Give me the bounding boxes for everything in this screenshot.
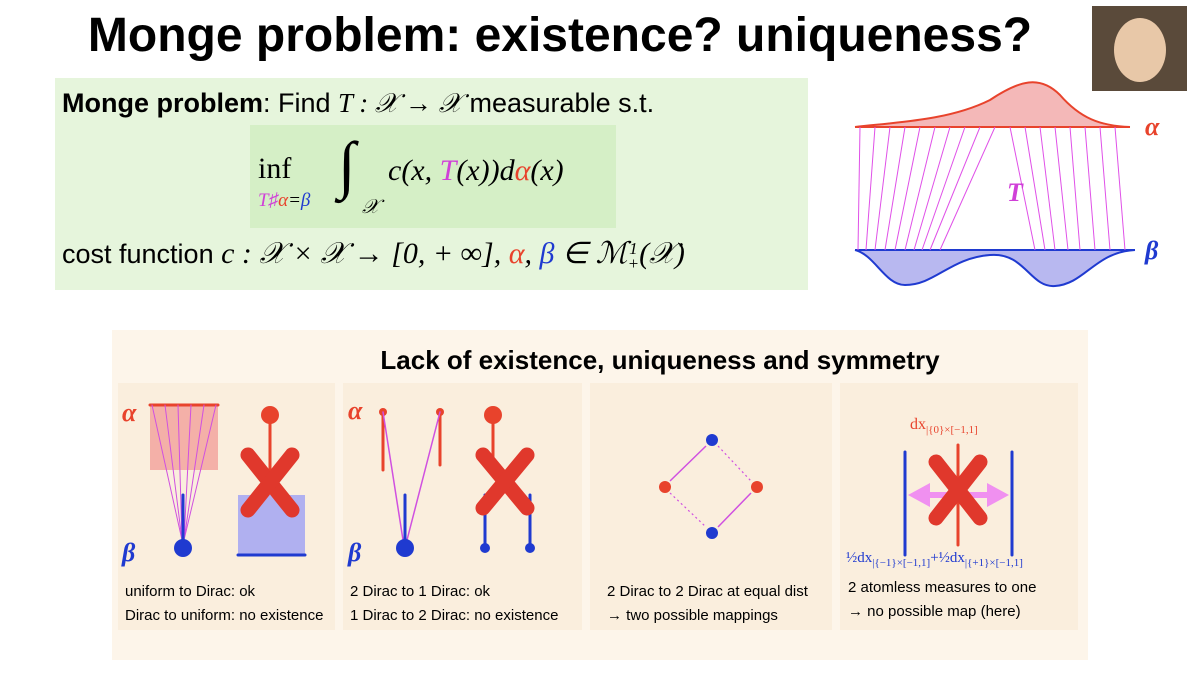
- math-label: ½dx|{−1}×[−1,1]+½dx|{+1}×[−1,1]: [846, 550, 1023, 569]
- caption: uniform to Dirac: ok Dirac to uniform: no…: [125, 580, 323, 628]
- math: =: [288, 190, 301, 211]
- transport-line: [1114, 126, 1126, 251]
- transport-line: [1024, 126, 1046, 251]
- math: +: [627, 253, 640, 273]
- transport-line: [884, 126, 906, 251]
- transport-line: [857, 126, 861, 251]
- math: ,: [524, 237, 540, 270]
- beta-label: β: [348, 538, 362, 567]
- alpha-label: α: [348, 396, 363, 425]
- transport-line: [1069, 126, 1081, 251]
- math: (x))d: [456, 154, 515, 187]
- math: dx: [910, 416, 926, 433]
- math: T♯: [258, 190, 279, 211]
- text: : Find: [263, 88, 339, 118]
- math: |{−1}×[−1,1]: [872, 557, 931, 569]
- transport-line: [1084, 126, 1096, 251]
- cost-line: cost function c : 𝒳 × 𝒳 → [0, + ∞], α, β…: [62, 236, 685, 273]
- portrait-face: [1114, 18, 1166, 82]
- uniform: [150, 405, 218, 470]
- math-label: dx|{0}×[−1,1]: [910, 416, 978, 436]
- formula-box: [250, 125, 616, 228]
- section-title: Lack of existence, uniqueness and symmet…: [380, 345, 940, 375]
- definition-line: Monge problem: Find T : 𝒳 → 𝒳 measurable…: [62, 88, 654, 120]
- transport-line: [874, 126, 891, 251]
- panel-4-drawing: [903, 443, 1014, 557]
- alpha-label: α: [1145, 112, 1160, 141]
- beta-curve: [854, 249, 1136, 288]
- math: |{0}×[−1,1]: [926, 424, 978, 437]
- panel-1-drawing: [148, 403, 307, 557]
- text: cost function: [62, 239, 222, 269]
- transport-line: [1054, 126, 1069, 251]
- domain: 𝒳: [362, 196, 380, 218]
- text: measurable s.t.: [462, 88, 655, 118]
- panel-2-drawing: [379, 406, 535, 557]
- math: (x): [530, 154, 564, 187]
- integrand: c(x, T(x))dα(x): [388, 154, 564, 188]
- math: α: [278, 190, 289, 211]
- math: c : 𝒳 × 𝒳 → [0, + ∞],: [221, 237, 509, 270]
- panel-3-drawing: [659, 434, 763, 539]
- panel-bg: [590, 383, 832, 630]
- math: β: [539, 237, 555, 270]
- transport-line: [921, 126, 966, 251]
- caption: 2 Dirac to 2 Dirac at equal dist → two po…: [607, 580, 808, 628]
- transport-line: [904, 126, 936, 251]
- caption-line: → two possible mappings: [607, 607, 778, 624]
- title: Monge problem: existence? uniqueness?: [87, 9, 1033, 62]
- math: T: [439, 154, 457, 187]
- transport-line: [894, 126, 921, 251]
- dirac: [261, 406, 279, 424]
- transport-line: [865, 126, 876, 251]
- integral: ∫: [338, 129, 356, 200]
- caption-line: uniform to Dirac: ok: [125, 583, 256, 600]
- alpha-curve: [854, 81, 1131, 128]
- math: +: [930, 550, 939, 566]
- inf: inf: [258, 152, 292, 185]
- inf-subscript: T♯α=β: [258, 190, 310, 212]
- caption-line: 2 Dirac to 2 Dirac at equal dist: [607, 583, 808, 600]
- caption-line: → no possible map (here): [848, 603, 1021, 620]
- transport-line: [1009, 126, 1036, 251]
- caption: 2 atomless measures to one → no possible …: [848, 576, 1036, 624]
- transport-line: [929, 126, 981, 251]
- math: ½dx: [846, 550, 873, 566]
- math: (𝒳): [639, 237, 685, 270]
- caption-line: 1 Dirac to 2 Dirac: no existence: [350, 607, 559, 624]
- beta-area: [855, 250, 1135, 287]
- T-label: T: [1007, 178, 1023, 207]
- transport-line: [1099, 126, 1111, 251]
- beta-label: β: [1145, 236, 1159, 265]
- transport-diagram: [854, 81, 1136, 288]
- math: 1: [629, 238, 638, 258]
- math: α: [514, 154, 531, 187]
- alpha-area: [855, 82, 1120, 127]
- math: ½dx: [938, 550, 965, 566]
- caption-line: 2 atomless measures to one: [848, 579, 1037, 596]
- caption-line: 2 Dirac to 1 Dirac: ok: [350, 583, 491, 600]
- math: ∈ ℳ: [554, 237, 628, 270]
- definition-label: Monge problem: [62, 88, 263, 118]
- math: T : 𝒳 → 𝒳: [338, 88, 462, 118]
- math: c(x,: [388, 154, 440, 187]
- beta-label: β: [122, 538, 136, 567]
- transport-line: [939, 126, 996, 251]
- caption-line: Dirac to uniform: no existence: [125, 607, 324, 624]
- math: β: [300, 190, 311, 211]
- dirac: [174, 539, 192, 557]
- transport-line: [913, 126, 951, 251]
- transport-line: [1039, 126, 1056, 251]
- alpha-label: α: [122, 398, 137, 427]
- caption: 2 Dirac to 1 Dirac: ok 1 Dirac to 2 Dirac…: [350, 580, 558, 628]
- math: |{+1}×[−1,1]: [964, 557, 1023, 569]
- math: α: [508, 237, 525, 270]
